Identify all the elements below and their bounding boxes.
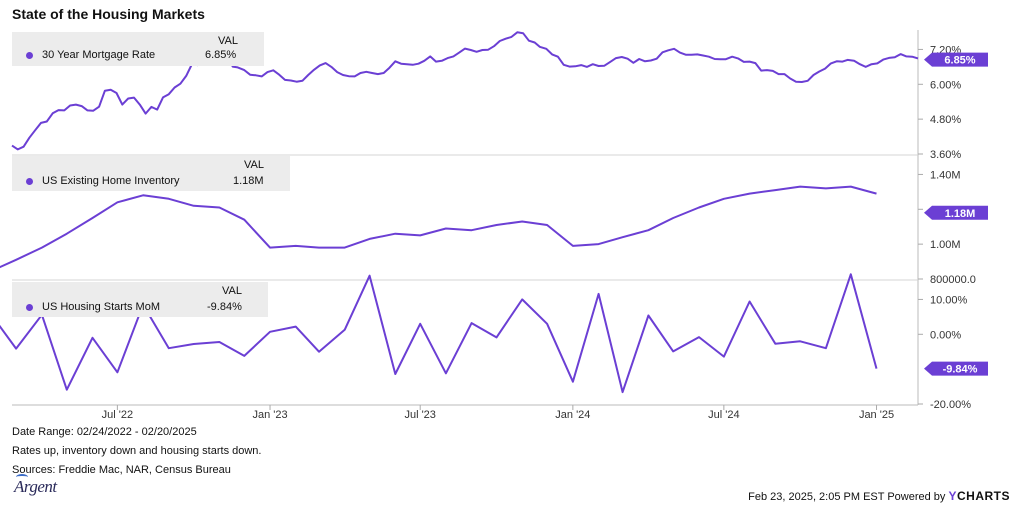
summary-text: Rates up, inventory down and housing sta… (12, 445, 262, 457)
last-value-tag (924, 52, 988, 67)
legend-series-name: US Housing Starts MoM (42, 301, 160, 313)
legend-series-value: 6.85% (205, 49, 237, 61)
x-tick-label: Jul '24 (708, 409, 739, 421)
y-tick-label: 1.40M (930, 169, 961, 181)
series-dot-icon (26, 304, 33, 311)
x-tick-label: Jul '23 (404, 409, 435, 421)
last-value-label: 1.18M (945, 208, 976, 220)
x-tick-label: Jan '25 (859, 409, 894, 421)
x-tick-label: Jan '24 (555, 409, 590, 421)
argent-logo: Argent (14, 474, 57, 497)
series-dot-icon (26, 52, 33, 59)
y-tick-label: 10.00% (930, 294, 968, 306)
legend-series-value: 1.18M (233, 175, 264, 187)
sources-text: Sources: Freddie Mac, NAR, Census Bureau (12, 464, 231, 476)
logo-swoosh-icon (16, 474, 28, 480)
y-tick-label: -20.00% (930, 399, 971, 411)
ycharts-logo: YCHARTS (948, 489, 1010, 503)
ycharts-logo-y: Y (948, 489, 957, 503)
y-tick-label: 800000.0 (930, 274, 976, 286)
ycharts-logo-text: CHARTS (957, 489, 1010, 503)
legend-series-value: -9.84% (207, 301, 242, 313)
x-tick-label: Jul '22 (102, 409, 133, 421)
chart-title: State of the Housing Markets (12, 6, 205, 22)
y-tick-label: 4.80% (930, 114, 961, 126)
x-tick-label: Jan '23 (252, 409, 287, 421)
powered-by-stamp: Feb 23, 2025, 2:05 PM EST Powered by YCH… (748, 489, 1010, 503)
legend-home-inventory: VAL US Existing Home Inventory 1.18M (12, 156, 290, 191)
series-dot-icon (26, 178, 33, 185)
value-header: VAL (218, 35, 238, 47)
logo-text: Argent (14, 477, 57, 496)
legend-mortgage-rate: VAL 30 Year Mortgage Rate 6.85% (12, 32, 264, 66)
y-tick-label: 3.60% (930, 149, 961, 161)
last-value-tag (924, 361, 988, 376)
y-tick-label: 0.00% (930, 329, 961, 341)
legend-series-name: 30 Year Mortgage Rate (42, 49, 156, 61)
legend-housing-starts: VAL US Housing Starts MoM -9.84% (12, 282, 268, 317)
date-range-text: Date Range: 02/24/2022 - 02/20/2025 (12, 426, 197, 438)
timestamp-text: Feb 23, 2025, 2:05 PM EST Powered by (748, 491, 946, 503)
y-tick-label: 6.00% (930, 79, 961, 91)
value-header: VAL (222, 285, 242, 297)
value-header: VAL (244, 159, 264, 171)
y-tick-label: 1.00M (930, 239, 961, 251)
last-value-label: -9.84% (943, 364, 978, 376)
series-line (0, 185, 877, 269)
series-line (11, 31, 919, 151)
last-value-label: 6.85% (944, 55, 975, 67)
legend-series-name: US Existing Home Inventory (42, 175, 180, 187)
last-value-tag (924, 205, 988, 220)
